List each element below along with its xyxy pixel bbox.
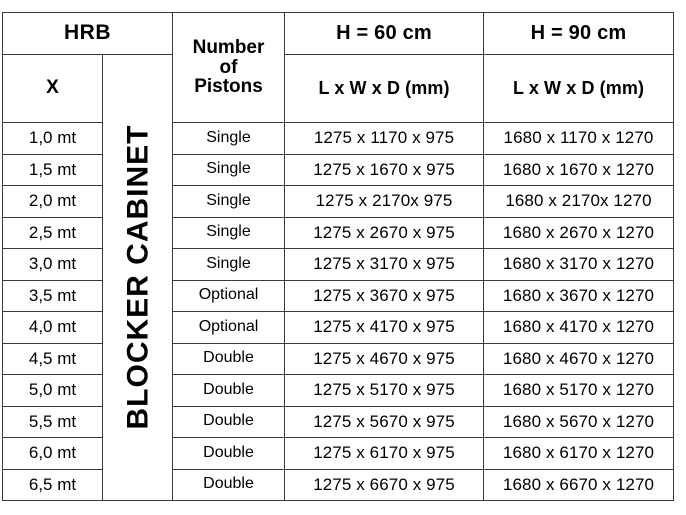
cell-pistons: Double (172, 342, 285, 375)
cell-x: 6,0 mt (2, 437, 103, 470)
table-row: 6,5 mt Double 1275 x 6670 x 975 1680 x 6… (2, 468, 674, 501)
cell-dim-h90: 1680 x 1670 x 1270 (483, 153, 674, 186)
header-row-primary: HRB Number of Pistons H = 60 cm H = 90 c… (2, 12, 674, 123)
header-hrb: HRB (2, 12, 173, 55)
header-height-90: H = 90 cm (483, 12, 674, 55)
spec-table-container: HRB Number of Pistons H = 60 cm H = 90 c… (2, 12, 674, 502)
cell-x: 1,0 mt (2, 122, 103, 155)
cell-x: 2,5 mt (2, 216, 103, 249)
cell-dim-h60: 1275 x 3170 x 975 (284, 248, 484, 281)
cell-dim-h90: 1680 x 5170 x 1270 (483, 374, 674, 407)
cell-x: 4,5 mt (2, 342, 103, 375)
cell-pistons: Double (172, 405, 285, 438)
cell-x: 4,0 mt (2, 311, 103, 344)
cell-dim-h60: 1275 x 3670 x 975 (284, 279, 484, 312)
cell-pistons: Optional (172, 311, 285, 344)
cell-dim-h60: 1275 x 4170 x 975 (284, 311, 484, 344)
cell-dim-h90: 1680 x 3670 x 1270 (483, 279, 674, 312)
cell-dim-h60: 1275 x 1170 x 975 (284, 122, 484, 155)
table-body: HRB Number of Pistons H = 60 cm H = 90 c… (2, 12, 674, 502)
cell-dim-h90: 1680 x 2170x 1270 (483, 185, 674, 218)
cell-pistons: Optional (172, 279, 285, 312)
cell-x: 3,5 mt (2, 279, 103, 312)
cell-dim-h90: 1680 x 6670 x 1270 (483, 468, 674, 501)
cell-dim-h90: 1680 x 4670 x 1270 (483, 342, 674, 375)
cell-dim-h90: 1680 x 3170 x 1270 (483, 248, 674, 281)
cell-dim-h60: 1275 x 6170 x 975 (284, 437, 484, 470)
table-row: 2,0 mt Single 1275 x 2170x 975 1680 x 21… (2, 185, 674, 218)
table-row: 5,0 mt Double 1275 x 5170 x 975 1680 x 5… (2, 374, 674, 407)
header-pistons-line1: Number (192, 36, 265, 58)
cell-x: 2,0 mt (2, 185, 103, 218)
header-height-60: H = 60 cm (284, 12, 484, 55)
cell-dim-h90: 1680 x 2670 x 1270 (483, 216, 674, 249)
table-row: 3,0 mt Single 1275 x 3170 x 975 1680 x 3… (2, 248, 674, 281)
cell-dim-h60: 1275 x 2170x 975 (284, 185, 484, 218)
cell-dim-h60: 1275 x 5670 x 975 (284, 405, 484, 438)
table-row: 3,5 mt Optional 1275 x 3670 x 975 1680 x… (2, 279, 674, 312)
cell-x: 5,5 mt (2, 405, 103, 438)
vertical-label-text: BLOCKER CABINET (120, 124, 154, 430)
cell-dim-h60: 1275 x 2670 x 975 (284, 216, 484, 249)
cell-pistons: Single (172, 185, 285, 218)
cell-pistons: Double (172, 374, 285, 407)
header-x: X (2, 53, 103, 124)
cell-pistons: Single (172, 153, 285, 186)
cell-dim-h90: 1680 x 1170 x 1270 (483, 122, 674, 155)
cell-pistons: Double (172, 437, 285, 470)
table-row: 5,5 mt Double 1275 x 5670 x 975 1680 x 5… (2, 405, 674, 438)
table-row: 1,5 mt Single 1275 x 1670 x 975 1680 x 1… (2, 153, 674, 186)
cell-dim-h90: 1680 x 4170 x 1270 (483, 311, 674, 344)
cell-pistons: Single (172, 248, 285, 281)
header-lwd-60: L x W x D (mm) (284, 53, 484, 124)
table-row: 4,5 mt Double 1275 x 4670 x 975 1680 x 4… (2, 342, 674, 375)
table-row: 1,0 mt Single 1275 x 1170 x 975 1680 x 1… (2, 122, 674, 155)
cell-dim-h90: 1680 x 6170 x 1270 (483, 437, 674, 470)
blocker-cabinet-spec-table: HRB Number of Pistons H = 60 cm H = 90 c… (2, 12, 674, 502)
cell-dim-h60: 1275 x 1670 x 975 (284, 153, 484, 186)
table-row: 4,0 mt Optional 1275 x 4170 x 975 1680 x… (2, 311, 674, 344)
header-row-secondary: X BLOCKER CABINET L x W x D (mm) L x W x… (2, 53, 674, 502)
table-row: 2,5 mt Single 1275 x 2670 x 975 1680 x 2… (2, 216, 674, 249)
cell-dim-h60: 1275 x 4670 x 975 (284, 342, 484, 375)
cell-x: 1,5 mt (2, 153, 103, 186)
cell-x: 5,0 mt (2, 374, 103, 407)
cell-x: 6,5 mt (2, 468, 103, 501)
cell-dim-h60: 1275 x 6670 x 975 (284, 468, 484, 501)
cell-x: 3,0 mt (2, 248, 103, 281)
cell-pistons: Single (172, 122, 285, 155)
header-number-of-pistons: Number of Pistons (172, 12, 285, 123)
cell-pistons: Single (172, 216, 285, 249)
vertical-label-blocker-cabinet: BLOCKER CABINET (102, 53, 173, 502)
cell-dim-h60: 1275 x 5170 x 975 (284, 374, 484, 407)
header-lwd-90: L x W x D (mm) (483, 53, 674, 124)
cell-pistons: Double (172, 468, 285, 501)
header-pistons-line2: of (219, 56, 238, 78)
cell-dim-h90: 1680 x 5670 x 1270 (483, 405, 674, 438)
header-pistons-line3: Pistons (194, 76, 263, 98)
